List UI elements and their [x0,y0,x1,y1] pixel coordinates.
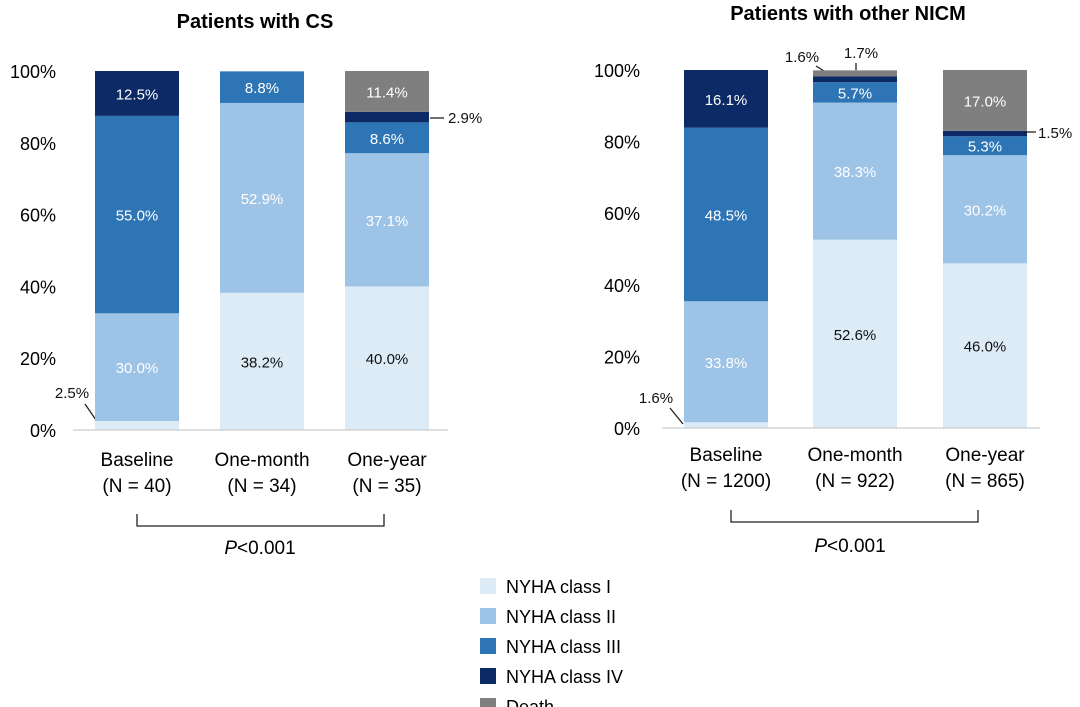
callout-leader [84,403,97,421]
comparison-bracket [136,514,385,527]
chart-title: Patients with CS [177,11,334,33]
y-tick-label: 100% [594,61,640,81]
data-label: 17.0% [964,93,1007,110]
y-tick-label: 60% [604,204,640,224]
y-tick-label: 80% [604,133,640,153]
data-label: 52.6% [834,327,877,344]
p-value: P<0.001 [224,538,295,559]
bar-segment-nyha-class-iv [943,130,1027,137]
legend-swatch-nyha-class-iv [480,668,496,684]
x-tick-label: One-month [214,450,309,471]
y-tick-label: 20% [604,347,640,367]
x-tick-label: One-month [807,445,902,466]
data-label: 38.3% [834,164,877,181]
p-value: P<0.001 [814,536,885,557]
data-label: 30.2% [964,202,1007,219]
data-label: 8.6% [370,131,404,148]
x-tick-sample-size: (N = 34) [227,476,296,497]
data-label: 2.9% [448,110,482,127]
data-label: 38.2% [241,354,284,371]
bar-segment-nyha-class-iii [345,122,429,154]
legend-label-nyha-class-iv: NYHA class IV [506,667,623,687]
bar-segment-nyha-class-i [345,286,429,430]
legend-label-nyha-class-ii: NYHA class II [506,607,616,627]
legend-swatch-death [480,698,496,707]
x-tick-label: Baseline [101,450,174,471]
data-label: 12.5% [116,86,159,103]
x-tick-sample-size: (N = 1200) [681,471,771,492]
legend-label-nyha-class-i: NYHA class I [506,577,611,597]
data-label: 33.8% [705,355,748,372]
data-label: 16.1% [705,92,748,109]
y-tick-label: 100% [10,62,56,82]
bar-segment-nyha-class-iv [813,76,897,83]
bar-segment-nyha-class-iii [943,136,1027,156]
bar-segment-nyha-class-iii [220,71,304,103]
data-label: 40.0% [366,351,409,368]
data-label: 1.5% [1038,125,1072,142]
data-label: 11.4% [366,84,407,101]
legend-swatch-nyha-class-ii [480,608,496,624]
y-tick-label: 0% [30,421,56,441]
bar-segment-death [943,70,1027,131]
x-tick-sample-size: (N = 922) [815,471,895,492]
data-label: 37.1% [366,213,409,230]
y-tick-label: 40% [20,277,56,297]
bar-segment-nyha-class-iii [813,82,897,103]
data-label: 1.6% [639,390,673,407]
legend: NYHA class I NYHA class II NYHA class III N… [480,577,623,707]
bar-segment-nyha-class-iv [684,70,768,128]
x-tick-label: One-year [945,445,1025,466]
callout-leader [669,407,684,425]
y-tick-label: 80% [20,134,56,154]
panel-cs: Patients with CS 0% 20% 40% 60% 80% 100% 2.5% 30… [10,11,482,559]
y-tick-label: 40% [604,276,640,296]
y-tick-label: 60% [20,206,56,226]
bar-segment-nyha-class-i [95,421,179,430]
legend-swatch-nyha-class-iii [480,638,496,654]
comparison-bracket [730,510,979,523]
data-label: 1.7% [844,45,878,62]
data-label: 2.5% [55,385,89,402]
bar-segment-nyha-class-ii [943,155,1027,264]
legend-label-nyha-class-iii: NYHA class III [506,637,621,657]
bar-segment-nyha-class-iii [684,127,768,302]
data-label: 5.3% [968,139,1002,156]
x-tick-sample-size: (N = 40) [102,476,171,497]
data-label: 55.0% [116,208,159,225]
bar-segment-nyha-class-i [684,422,768,428]
x-tick-label: Baseline [690,445,763,466]
bar-segment-nyha-class-ii [813,102,897,240]
legend-swatch-nyha-class-i [480,578,496,594]
bar-segment-nyha-class-i [220,292,304,430]
x-tick-sample-size: (N = 865) [945,471,1025,492]
data-label: 1.6% [785,49,819,66]
bar-segment-death [345,71,429,112]
data-label: 8.8% [245,80,279,97]
bar-segment-nyha-class-ii [684,301,768,423]
bar-segment-nyha-class-i [813,239,897,428]
bar-segment-nyha-class-iv [345,111,429,123]
chart-title: Patients with other NICM [730,3,966,25]
bar-segment-nyha-class-ii [95,313,179,422]
bar-segment-nyha-class-iii [95,115,179,314]
data-label: 30.0% [116,360,159,377]
y-tick-label: 20% [20,349,56,369]
data-label: 48.5% [705,207,748,224]
legend-label-death: Death [506,697,554,707]
bar-segment-nyha-class-iv [95,71,179,116]
bar-segment-nyha-class-ii [345,153,429,287]
x-tick-sample-size: (N = 35) [352,476,421,497]
data-label: 46.0% [964,339,1007,356]
data-label: 52.9% [241,191,284,208]
bar-segment-death [813,70,897,77]
bar-segment-nyha-class-ii [220,102,304,293]
panel-other-nicm: Patients with other NICM 0% 20% 40% 60% 80% 10… [594,3,1072,557]
y-tick-label: 0% [614,419,640,439]
x-tick-label: One-year [347,450,427,471]
bar-segment-nyha-class-i [943,263,1027,428]
data-label: 5.7% [838,85,872,102]
